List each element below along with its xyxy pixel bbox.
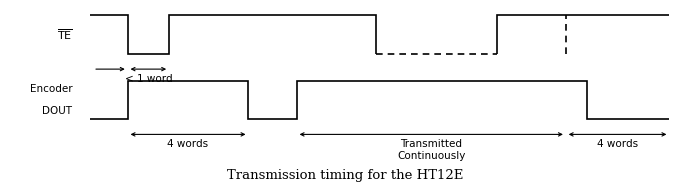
Text: DOUT: DOUT: [43, 106, 72, 116]
Text: Transmitted
Continuously: Transmitted Continuously: [397, 139, 466, 161]
Text: Encoder: Encoder: [30, 84, 72, 94]
Text: 4 words: 4 words: [168, 139, 208, 149]
Text: < 1 word: < 1 word: [124, 74, 172, 84]
Text: 4 words: 4 words: [597, 139, 638, 149]
Text: Transmission timing for the HT12E: Transmission timing for the HT12E: [227, 169, 463, 182]
Text: $\overline{\mathrm{TE}}$: $\overline{\mathrm{TE}}$: [57, 27, 72, 42]
